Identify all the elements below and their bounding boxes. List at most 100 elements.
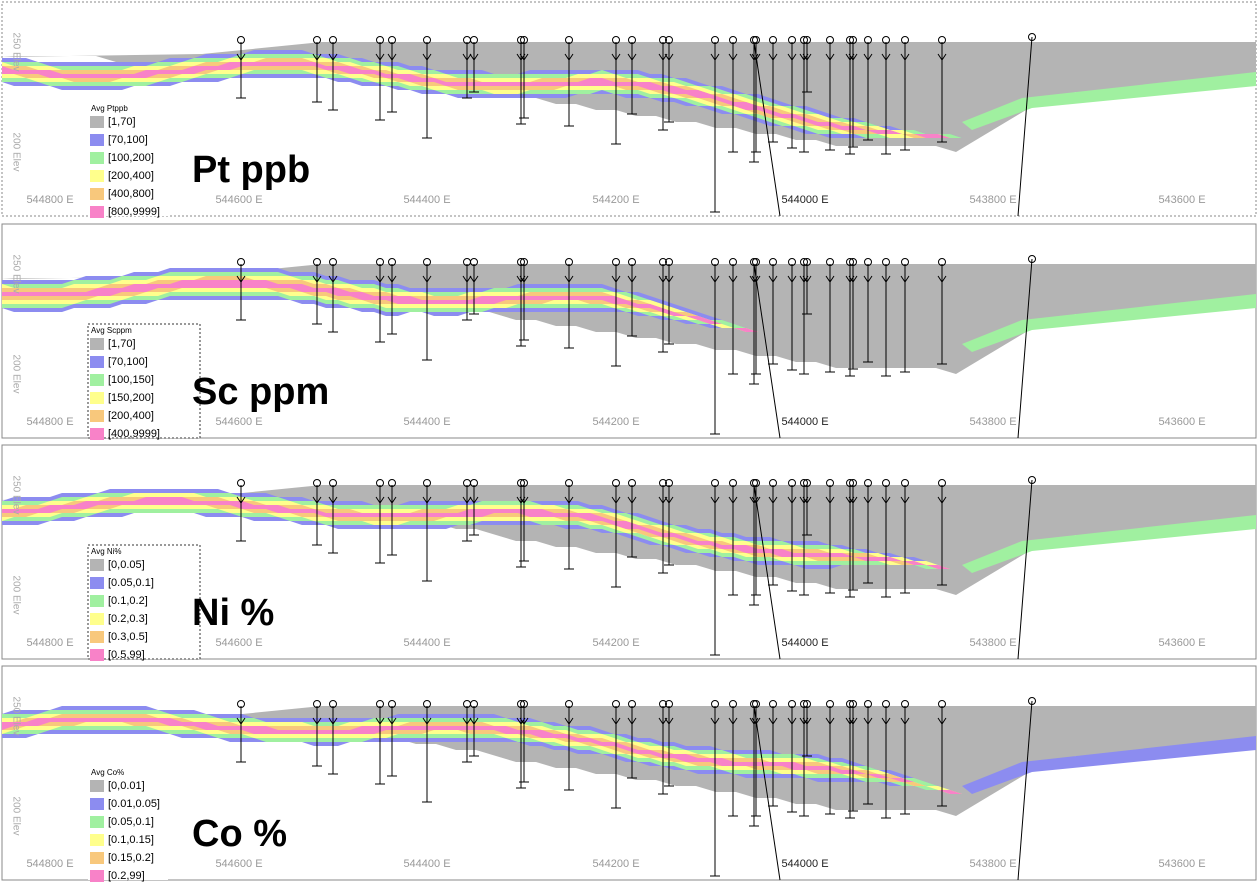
x-label: 544600 E [215,858,262,870]
legend-swatch [90,428,104,440]
hole-collar [769,700,777,708]
hole-collar [803,700,811,708]
hole-arrow [462,275,472,283]
legend-frame [87,323,201,439]
hole-arrow [710,53,720,61]
hole-arrow [236,717,246,725]
legend-label: [100,150] [108,374,154,386]
x-label: 544000 E [781,194,828,206]
legend-label: [100,200] [108,152,154,164]
hole-arrow [611,717,621,725]
elev-label: 250 Elev [10,476,21,515]
legend-swatch [90,152,104,164]
x-label: 544800 E [26,858,73,870]
hole-collar [520,36,528,44]
legend-label: [150,200] [108,392,154,404]
panel-label: Pt ppb [192,149,310,191]
hole-collar [849,479,857,487]
hole-arrow [658,53,668,61]
hole-collar [803,258,811,266]
hole-arrow [469,275,479,283]
hole-arrow [519,53,529,61]
hole-collar [376,258,384,266]
hole-arrow [469,496,479,504]
hole-collar [800,700,808,708]
x-label: 544400 E [403,194,450,206]
hole-collar [665,36,673,44]
hole-arrow [751,496,761,504]
hole-arrow [768,717,778,725]
hole-arrow [863,496,873,504]
hole-collar [882,36,890,44]
hole-collar [938,258,946,266]
hole-collar [901,258,909,266]
hole-arrow [312,53,322,61]
legend-swatch [90,338,104,350]
legend-label: [200,400] [108,410,154,422]
hole-arrow [611,275,621,283]
legend-swatch [90,631,104,643]
hole-collar [517,479,525,487]
hole-arrow [422,717,432,725]
hole-collar [938,700,946,708]
hole-arrow [312,275,322,283]
hole-collar [520,479,528,487]
inclined-hole [753,41,781,217]
hole-collar [803,479,811,487]
hole-collar [659,700,667,708]
hole-arrow [825,53,835,61]
panel-label: Sc ppm [192,371,329,413]
hole-arrow [387,717,397,725]
legend-label: [0,0.01] [108,780,145,792]
hole-arrow [825,717,835,725]
hole-collar [388,700,396,708]
hole-collar [788,700,796,708]
x-label: 544200 E [592,416,639,428]
hole-arrow [848,53,858,61]
hole-collar [665,479,673,487]
hole-collar [423,479,431,487]
hole-collar [388,479,396,487]
hole-collar [788,258,796,266]
hole-collar [1028,697,1036,705]
x-label: 543600 E [1158,858,1205,870]
hole-collar [864,700,872,708]
hole-arrow [236,275,246,283]
x-label: 544200 E [592,858,639,870]
hole-collar [864,479,872,487]
hole-arrow [749,53,759,61]
legend-swatch [90,798,104,810]
inclined-hole [1017,479,1033,660]
legend-swatch [90,392,104,404]
hole-arrow [751,53,761,61]
elev-label: 200 Elev [10,797,21,836]
hole-collar [237,258,245,266]
inclined-hole [1017,258,1033,439]
hole-collar [711,36,719,44]
hole-collar [938,479,946,487]
hole-collar [520,258,528,266]
hole-collar [846,36,854,44]
hole-collar [729,36,737,44]
hole-collar [313,36,321,44]
hole-arrow [422,53,432,61]
hole-collar [752,36,760,44]
hole-arrow [664,53,674,61]
hole-arrow [863,275,873,283]
legend-label: [0.2,0.3] [108,613,148,625]
legend-swatch [90,410,104,422]
hole-collar [470,258,478,266]
grade-band [962,736,1256,794]
legend-label: [0.15,0.2] [108,852,154,864]
legend-swatch [90,206,104,218]
hole-collar [1028,476,1036,484]
hole-arrow [469,717,479,725]
x-label: 544400 E [403,416,450,428]
hole-collar [752,700,760,708]
hole-arrow [728,496,738,504]
hole-arrow [768,275,778,283]
hole-collar [376,700,384,708]
legend-title: Avg Ptppb [91,104,128,113]
inclined-hole [1017,700,1033,881]
hole-arrow [802,53,812,61]
